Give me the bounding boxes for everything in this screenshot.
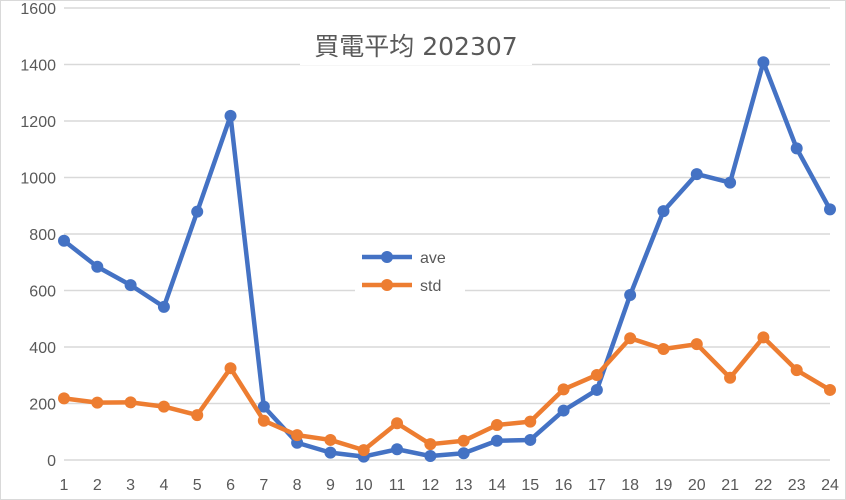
data-point-ave[interactable]: [757, 56, 770, 69]
x-tick-label: 9: [326, 477, 335, 494]
data-point-ave[interactable]: [424, 450, 437, 463]
x-tick-label: 18: [621, 477, 639, 494]
x-tick-label: 13: [455, 477, 473, 494]
legend-background: [355, 242, 465, 298]
gridlines: [64, 7, 830, 461]
data-point-ave[interactable]: [124, 279, 137, 292]
data-point-std[interactable]: [324, 433, 337, 446]
series-layer: [58, 56, 836, 463]
data-point-std[interactable]: [257, 414, 270, 427]
legend-marker-ave: [381, 251, 393, 263]
data-point-ave[interactable]: [191, 205, 204, 218]
data-point-std[interactable]: [490, 418, 503, 431]
data-point-ave[interactable]: [257, 400, 270, 413]
data-point-ave[interactable]: [824, 203, 836, 216]
data-point-std[interactable]: [524, 415, 537, 428]
legend: ave std: [355, 242, 465, 298]
data-point-std[interactable]: [590, 368, 603, 381]
data-point-ave[interactable]: [690, 168, 703, 181]
data-point-ave[interactable]: [724, 176, 737, 189]
x-tick-label: 12: [421, 477, 439, 494]
y-tick-label: 1200: [20, 114, 56, 131]
y-tick-label: 400: [29, 340, 56, 357]
data-point-ave[interactable]: [657, 205, 670, 218]
x-tick-label: 21: [721, 477, 739, 494]
y-tick-label: 1000: [20, 171, 56, 188]
data-point-std[interactable]: [224, 362, 237, 375]
series-line-std: [63, 335, 832, 453]
x-tick-label: 6: [226, 477, 235, 494]
x-tick-label: 8: [293, 477, 302, 494]
x-tick-label: 23: [788, 477, 806, 494]
data-point-std[interactable]: [757, 331, 770, 344]
legend-label-ave: ave: [420, 250, 446, 267]
data-point-std[interactable]: [357, 444, 370, 457]
data-point-ave[interactable]: [58, 234, 70, 247]
data-point-ave[interactable]: [324, 446, 337, 459]
x-tick-label: 19: [655, 477, 673, 494]
x-tick-label: 7: [259, 477, 268, 494]
data-point-std[interactable]: [457, 434, 470, 447]
legend-item-std[interactable]: std: [362, 278, 441, 295]
y-tick-label: 200: [29, 397, 56, 414]
y-tick-label: 600: [29, 284, 56, 301]
data-point-std[interactable]: [124, 396, 137, 409]
y-tick-label: 1400: [20, 58, 56, 75]
data-point-std[interactable]: [291, 429, 304, 442]
x-tick-label: 17: [588, 477, 606, 494]
data-point-std[interactable]: [657, 342, 670, 355]
y-tick-label: 0: [47, 453, 56, 470]
data-point-ave[interactable]: [790, 142, 803, 155]
data-point-ave[interactable]: [224, 109, 237, 122]
data-point-ave[interactable]: [457, 447, 470, 460]
data-point-ave[interactable]: [590, 383, 603, 396]
data-point-std[interactable]: [58, 392, 70, 405]
y-tick-label: 1600: [20, 1, 56, 18]
chart-title-background: [300, 25, 532, 65]
data-point-std[interactable]: [424, 438, 437, 451]
x-tick-label: 24: [821, 477, 839, 494]
data-point-std[interactable]: [191, 409, 204, 422]
y-tick-label: 800: [29, 227, 56, 244]
data-point-std[interactable]: [724, 371, 737, 384]
data-point-std[interactable]: [824, 383, 836, 396]
x-tick-label: 15: [521, 477, 539, 494]
data-point-std[interactable]: [157, 400, 170, 413]
data-point-std[interactable]: [391, 417, 404, 430]
data-point-ave[interactable]: [557, 404, 570, 417]
data-point-ave[interactable]: [490, 434, 503, 447]
x-tick-label: 14: [488, 477, 506, 494]
x-tick-label: 1: [60, 477, 69, 494]
chart-title: 買電平均 202307: [314, 32, 517, 61]
data-point-ave[interactable]: [391, 443, 404, 456]
legend-label-std: std: [420, 278, 441, 295]
x-tick-label: 11: [389, 477, 406, 494]
x-tick-label: 20: [688, 477, 706, 494]
x-tick-label: 3: [126, 477, 135, 494]
x-tick-label: 22: [754, 477, 772, 494]
x-tick-label: 16: [555, 477, 573, 494]
y-axis-tick-labels: 0 200 400 600 800 1000 1200 1400 1600: [20, 1, 56, 470]
x-tick-label: 4: [159, 477, 168, 494]
series-std: [58, 331, 836, 457]
data-point-ave[interactable]: [624, 289, 637, 302]
data-point-std[interactable]: [690, 338, 703, 351]
data-point-std[interactable]: [557, 383, 570, 396]
chart-title-group: 買電平均 202307: [300, 25, 532, 65]
data-point-std[interactable]: [790, 364, 803, 377]
x-tick-label: 10: [355, 477, 373, 494]
data-point-ave[interactable]: [524, 433, 537, 446]
data-point-ave[interactable]: [91, 260, 104, 273]
x-tick-label: 2: [93, 477, 102, 494]
legend-item-ave[interactable]: ave: [362, 250, 446, 267]
data-point-std[interactable]: [91, 396, 104, 409]
data-point-std[interactable]: [624, 332, 637, 345]
series-ave: [58, 56, 836, 463]
legend-marker-std: [381, 279, 393, 291]
x-tick-label: 5: [193, 477, 202, 494]
x-axis-tick-labels: 1 2 3 4 5 6 7 8 9 10 11 12 13 14 15 16 17 18 19 20 21 22 23 24: [60, 477, 839, 494]
data-point-ave[interactable]: [157, 300, 170, 313]
